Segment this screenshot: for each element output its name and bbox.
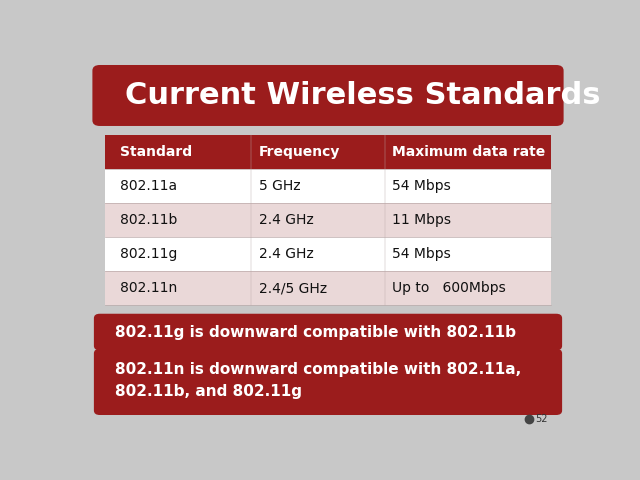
Text: 802.11n: 802.11n — [120, 281, 177, 295]
Text: 5 GHz: 5 GHz — [259, 179, 300, 193]
FancyBboxPatch shape — [105, 237, 551, 271]
Text: 54 Mbps: 54 Mbps — [392, 247, 451, 261]
Text: 2.4/5 GHz: 2.4/5 GHz — [259, 281, 326, 295]
FancyBboxPatch shape — [94, 314, 562, 350]
Text: Frequency: Frequency — [259, 145, 340, 159]
Text: 52: 52 — [535, 414, 548, 424]
Text: 802.11g is downward compatible with 802.11b: 802.11g is downward compatible with 802.… — [115, 324, 516, 339]
FancyBboxPatch shape — [92, 65, 564, 126]
Text: 802.11a: 802.11a — [120, 179, 177, 193]
FancyBboxPatch shape — [105, 135, 551, 169]
Text: Maximum data rate: Maximum data rate — [392, 145, 546, 159]
Text: Standard: Standard — [120, 145, 192, 159]
Text: Current Wireless Standards: Current Wireless Standards — [125, 81, 600, 110]
Text: Up to   600Mbps: Up to 600Mbps — [392, 281, 506, 295]
FancyBboxPatch shape — [105, 169, 551, 203]
FancyBboxPatch shape — [94, 349, 562, 415]
FancyBboxPatch shape — [105, 203, 551, 237]
Text: 54 Mbps: 54 Mbps — [392, 179, 451, 193]
Text: 802.11g: 802.11g — [120, 247, 177, 261]
Text: 802.11n is downward compatible with 802.11a,
802.11b, and 802.11g: 802.11n is downward compatible with 802.… — [115, 362, 521, 399]
Text: 11 Mbps: 11 Mbps — [392, 213, 451, 227]
Text: 802.11b: 802.11b — [120, 213, 177, 227]
Text: 2.4 GHz: 2.4 GHz — [259, 247, 314, 261]
FancyBboxPatch shape — [105, 271, 551, 305]
Text: 2.4 GHz: 2.4 GHz — [259, 213, 314, 227]
